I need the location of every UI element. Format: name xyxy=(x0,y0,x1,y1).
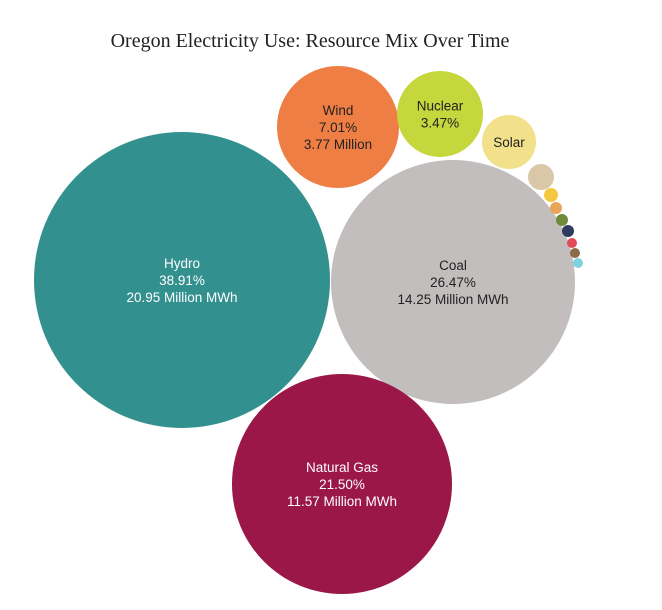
bubble-coal-value-label: 14.25 Million MWh xyxy=(397,292,508,307)
bubble-nuclear xyxy=(397,71,483,157)
bubble-natural-gas-percent: 21.50% xyxy=(319,477,365,492)
bubble-natural-gas-value-label: 11.57 Million MWh xyxy=(287,494,397,509)
bubble-wind-name: Wind xyxy=(323,103,354,118)
bubble-hydro-name: Hydro xyxy=(164,256,200,271)
bubble-small-11 xyxy=(562,225,574,237)
bubble-hydro-value-label: 20.95 Million MWh xyxy=(126,290,237,305)
bubble-wind xyxy=(277,66,399,188)
bubble-small-10 xyxy=(556,214,568,226)
bubble-nuclear-percent: 3.47% xyxy=(421,116,459,131)
bubble-small-13 xyxy=(570,248,580,258)
bubble-nuclear-name: Nuclear xyxy=(417,99,464,114)
bubble-small-14 xyxy=(573,258,583,268)
bubble-hydro-percent: 38.91% xyxy=(159,273,205,288)
bubble-coal-percent: 26.47% xyxy=(430,275,476,290)
bubble-coal-name: Coal xyxy=(439,258,467,273)
bubble-wind-value-label: 3.77 Million xyxy=(304,137,372,152)
bubble-hydro xyxy=(34,132,330,428)
bubble-wind-percent: 7.01% xyxy=(319,120,357,135)
bubble-solar-name: Solar xyxy=(493,135,525,150)
bubble-solar xyxy=(482,115,536,169)
bubble-small-12 xyxy=(567,238,577,248)
bubble-small-9 xyxy=(550,202,562,214)
chart-title: Oregon Electricity Use: Resource Mix Ove… xyxy=(110,30,510,52)
bubble-small-8 xyxy=(544,188,558,202)
bubble-small-7 xyxy=(528,164,554,190)
bubble-natural-gas xyxy=(232,374,452,594)
bubble-coal xyxy=(331,160,575,404)
bubble-natural-gas-name: Natural Gas xyxy=(306,460,378,475)
